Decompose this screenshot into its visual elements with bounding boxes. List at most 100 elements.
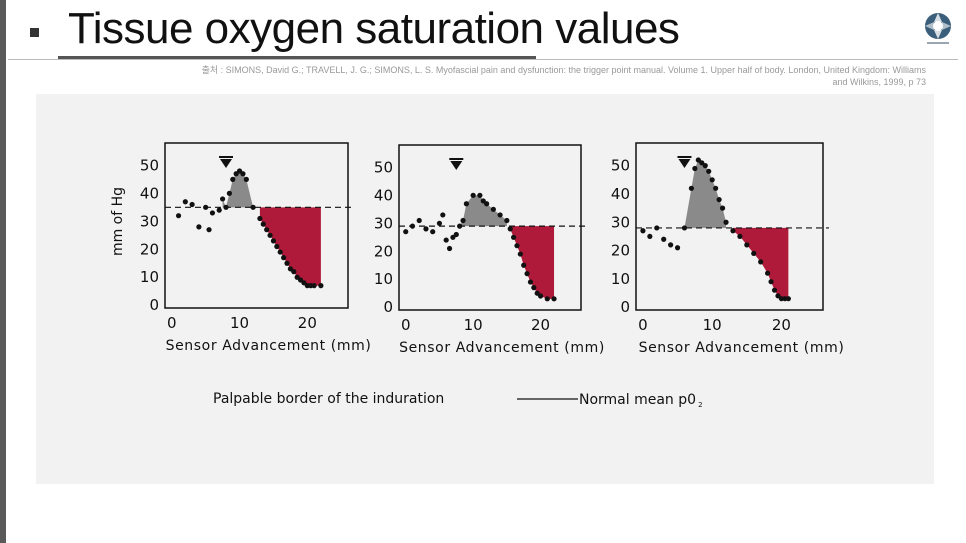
chart-3-induration-arrow-icon [678, 159, 691, 168]
chart-3-point-19 [730, 228, 736, 234]
chart-1-point-10 [223, 204, 229, 210]
chart-3-ytick-50: 50 [611, 157, 630, 175]
chart-2-point-25 [517, 251, 523, 257]
chart-2-point-27 [524, 271, 530, 277]
chart-2-point-22 [507, 226, 513, 232]
chart-2-point-9 [446, 245, 453, 252]
chart-3-point-7 [681, 225, 688, 231]
chart-2-point-31 [537, 293, 544, 299]
chart-2-point-24 [514, 243, 520, 249]
chart-1-point-17 [250, 204, 256, 210]
chart-2-point-1 [403, 229, 409, 235]
chart-3-point-30 [785, 296, 791, 302]
chart-2-xlabel: Sensor Advancement (mm) [399, 340, 605, 356]
chart-2-point-2 [409, 223, 416, 229]
chart-2-point-29 [531, 285, 537, 291]
chart-1-ytick-20: 20 [140, 240, 159, 258]
chart-2-point-3 [416, 217, 422, 224]
chart-2-point-6 [436, 220, 443, 226]
chart-3-point-25 [768, 279, 774, 285]
chart-3-point-4 [661, 236, 667, 242]
chart-1-point-1 [175, 213, 182, 219]
chart-2-ytick-40: 40 [374, 186, 393, 204]
chart-3-point-1 [640, 228, 646, 234]
chart-2-induration-arrow-icon [450, 161, 463, 170]
chart-1-ylabel: mm of Hg [110, 187, 126, 256]
chart-3-point-9 [692, 165, 698, 172]
chart-3-point-23 [758, 259, 764, 265]
chart-2-point-7 [440, 212, 446, 218]
chart-2-xtick-0: 0 [401, 316, 411, 334]
chart-1-point-2 [182, 199, 188, 205]
chart-3-point-14 [709, 177, 715, 183]
chart-3-point-13 [706, 168, 712, 174]
chart-2-point-32 [544, 296, 550, 302]
chart-1-point-5 [203, 204, 209, 210]
chart-2-point-16 [477, 192, 483, 198]
chart-2-point-26 [521, 262, 527, 268]
chart-3-point-17 [719, 205, 726, 211]
chart-1-frame [164, 142, 349, 309]
chart-1-point-20 [264, 227, 270, 233]
chart-3-point-11 [699, 160, 705, 166]
chart-2-ytick-30: 30 [374, 214, 393, 232]
legend-induration-label: Palpable border of the induration [213, 391, 444, 407]
chart-1-point-28 [291, 269, 297, 275]
source-line-1: 출처 : SIMONS, David G.; TRAVELL, J. G.; S… [201, 65, 926, 75]
chart-2-point-11 [453, 231, 459, 238]
chart-3-point-22 [751, 250, 757, 256]
chart-3-point-27 [775, 293, 781, 299]
chart-1-ytick-50: 50 [140, 156, 159, 174]
chart-1-ytick-40: 40 [140, 184, 159, 202]
chart-3-point-12 [702, 163, 708, 169]
chart-1-point-35 [318, 283, 324, 289]
chart-1-xtick-10: 10 [230, 314, 249, 332]
chart-3-ytick-0: 0 [620, 298, 630, 316]
chart-2-point-20 [497, 212, 503, 218]
chart-3-ytick-40: 40 [611, 185, 630, 203]
chart-3-point-24 [764, 270, 771, 276]
chart-2-point-13 [460, 217, 466, 224]
chart-3-point-8 [688, 185, 695, 191]
chart-1-point-11 [226, 190, 232, 196]
chart-2-point-33 [551, 296, 557, 302]
chart-1-point-21 [267, 232, 273, 238]
chart-1-point-25 [281, 255, 287, 261]
chart-3-point-21 [744, 242, 750, 248]
chart-1-point-7 [209, 210, 216, 216]
chart-1-point-6 [206, 227, 212, 233]
chart-2-point-15 [470, 192, 476, 198]
chart-3-point-20 [737, 233, 743, 240]
chart-2-above-area [459, 195, 507, 227]
chart-1-below-area [259, 207, 321, 286]
chart-3-ytick-30: 30 [611, 213, 630, 231]
chart-3-point-15 [713, 185, 719, 191]
chart-3-point-18 [723, 219, 729, 225]
chart-2-point-8 [443, 237, 449, 243]
chart-1-point-18 [257, 215, 263, 222]
chart-3-point-16 [716, 197, 722, 203]
header-divider [8, 59, 958, 60]
chart-2-point-21 [504, 217, 510, 224]
chart-3-xtick-20: 20 [772, 316, 791, 334]
chart-1-point-24 [277, 249, 283, 255]
chart-1-point-12 [230, 176, 236, 182]
chart-2-point-18 [484, 201, 490, 207]
chart-3-above-area [684, 159, 727, 228]
chart-1-xlabel: Sensor Advancement (mm) [166, 338, 372, 354]
chart-3-xtick-10: 10 [703, 316, 722, 334]
chart-3-point-10 [695, 157, 701, 163]
chart-1-point-4 [196, 224, 202, 230]
chart-1-point-8 [216, 207, 222, 213]
chart-1-ytick-30: 30 [140, 212, 159, 230]
chart-1-point-22 [270, 238, 277, 244]
chart-1-xtick-20: 20 [298, 314, 317, 332]
chart-3-frame [635, 142, 824, 311]
chart-2-below-area [510, 226, 555, 299]
chart-3-ytick-10: 10 [611, 270, 630, 288]
chart-3-ytick-20: 20 [611, 242, 630, 260]
logo-icon [925, 13, 951, 44]
chart-1-point-9 [220, 196, 226, 202]
chart-1-point-34 [311, 283, 317, 289]
